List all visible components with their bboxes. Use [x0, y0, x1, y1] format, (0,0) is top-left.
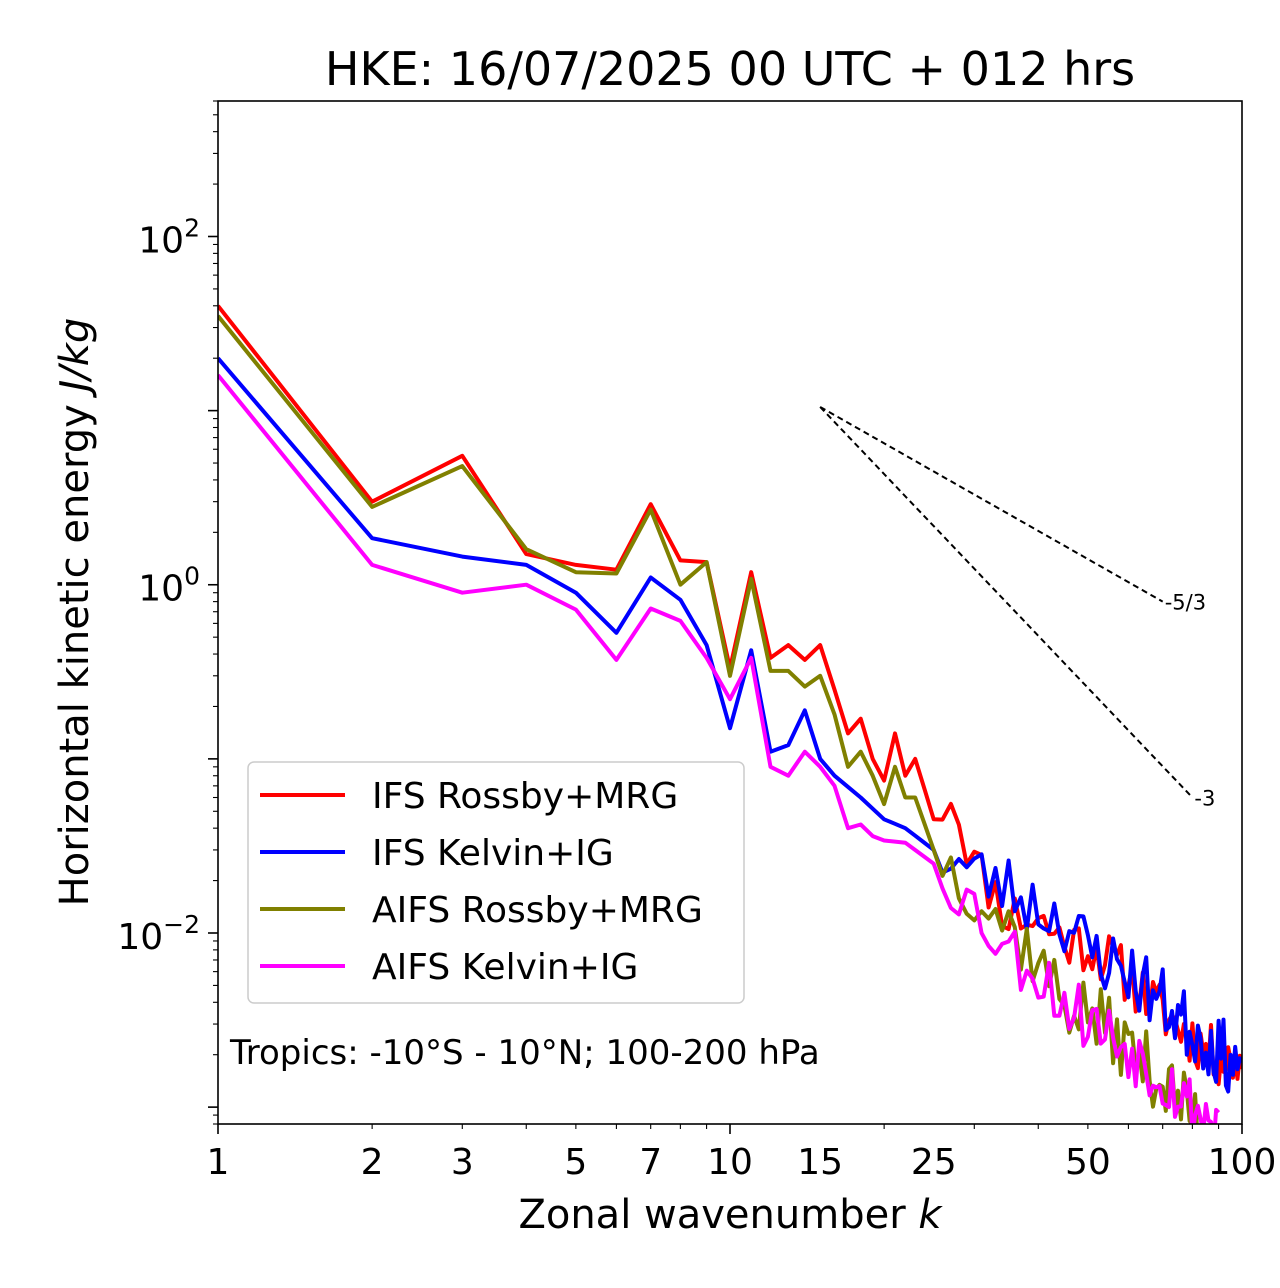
x-tick-label: 7	[639, 1142, 662, 1183]
legend-label: AIFS Rossby+MRG	[372, 890, 703, 931]
series-line	[218, 373, 1221, 1124]
x-tick-label: 25	[911, 1142, 957, 1183]
y-axis-label: Horizontal kinetic energy J/kg	[52, 318, 98, 907]
legend-label: IFS Rossby+MRG	[372, 776, 678, 817]
x-tick-label: 100	[1208, 1142, 1277, 1183]
y-tick-label: 100	[138, 562, 200, 610]
x-tick-label: 15	[797, 1142, 843, 1183]
region-annotation: Tropics: -10°S - 10°N; 100-200 hPa	[229, 1033, 820, 1073]
y-tick-label: 10−2	[117, 910, 200, 958]
legend-frame	[247, 761, 745, 1004]
chart-title: HKE: 16/07/2025 00 UTC + 012 hrs	[325, 42, 1135, 96]
series-line	[218, 356, 1242, 1094]
x-ticks: 1 2 3 5 7 10 15 25 50 100	[207, 1124, 1277, 1183]
legend-label: IFS Kelvin+IG	[372, 833, 614, 874]
series-line	[218, 314, 1199, 1124]
reference-slope-line	[819, 406, 1164, 603]
y-tick-label: 102	[138, 213, 200, 261]
reference-slope-label: -3	[1194, 787, 1215, 811]
x-tick-label: 2	[361, 1142, 384, 1183]
x-tick-label: 10	[707, 1142, 753, 1183]
legend-label: AIFS Kelvin+IG	[372, 947, 638, 988]
x-tick-label: 3	[451, 1142, 474, 1183]
y-axis-label-unit: J/kg	[52, 318, 98, 399]
x-axis-label: Zonal wavenumber k	[518, 1192, 943, 1238]
reference-slope-lines: -5/3 -3	[819, 406, 1215, 811]
y-ticks: 102 100 10−2	[117, 100, 218, 1125]
series-lines	[218, 304, 1242, 1124]
y-axis-label-text: Horizontal kinetic energy	[52, 404, 98, 906]
legend: IFS Rossby+MRG IFS Kelvin+IG AIFS Rossby+M…	[247, 761, 745, 1004]
x-tick-label: 50	[1065, 1142, 1111, 1183]
x-axis-label-text: Zonal wavenumber	[518, 1192, 906, 1238]
x-axis-label-variable: k	[918, 1192, 943, 1238]
reference-slope-label: -5/3	[1165, 591, 1206, 615]
x-tick-label: 1	[207, 1142, 230, 1183]
x-tick-label: 5	[564, 1142, 587, 1183]
